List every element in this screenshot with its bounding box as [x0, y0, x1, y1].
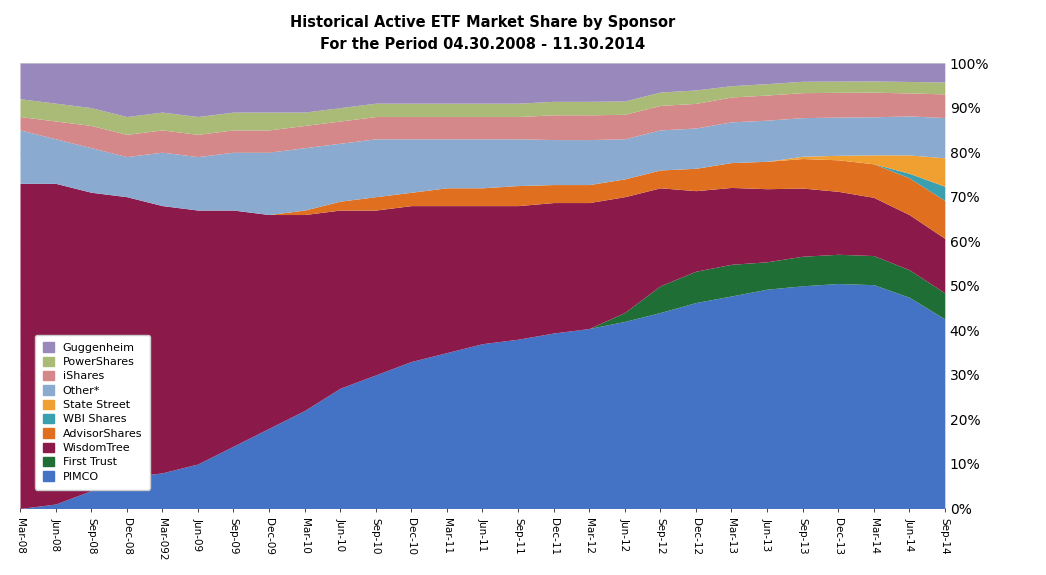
Title: Historical Active ETF Market Share by Sponsor
For the Period 04.30.2008 - 11.30.: Historical Active ETF Market Share by Sp… — [290, 15, 675, 52]
Legend: Guggenheim, PowerShares, iShares, Other*, State Street, WBI Shares, AdvisorShare: Guggenheim, PowerShares, iShares, Other*… — [35, 335, 150, 489]
